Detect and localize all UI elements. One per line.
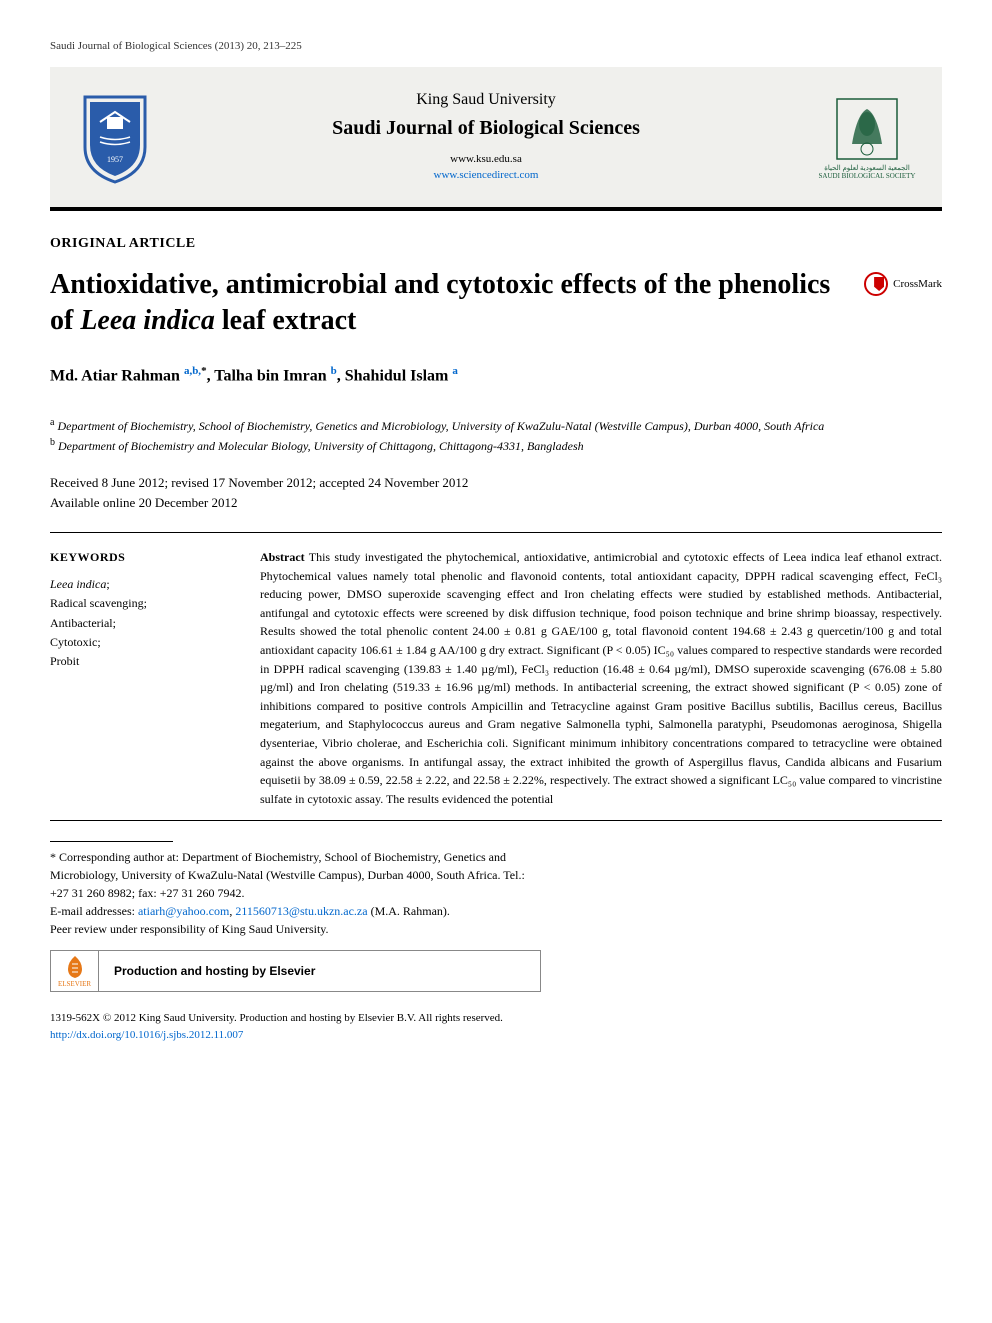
keywords-column: KEYWORDS Leea indica; Radical scavenging… bbox=[50, 548, 230, 808]
corresponding-author: * Corresponding author at: Department of… bbox=[50, 848, 541, 902]
society-logo: الجمعية السعودية لعلوم الحياة SAUDI BIOL… bbox=[812, 82, 922, 192]
keyword-2: Radical scavenging; bbox=[50, 596, 147, 610]
footnote-block: * Corresponding author at: Department of… bbox=[50, 833, 541, 938]
crossmark-badge[interactable]: CrossMark bbox=[864, 272, 942, 296]
aff-b-text: Department of Biochemistry and Molecular… bbox=[55, 439, 584, 453]
article-title: Antioxidative, antimicrobial and cytotox… bbox=[50, 267, 834, 340]
svg-text:1957: 1957 bbox=[107, 155, 123, 164]
affiliations: a Department of Biochemistry, School of … bbox=[50, 415, 942, 455]
abstract-label: Abstract bbox=[260, 550, 305, 564]
authors-line: Md. Atiar Rahman a,b,*, Talha bin Imran … bbox=[50, 365, 942, 385]
abstract-block: KEYWORDS Leea indica; Radical scavenging… bbox=[50, 533, 942, 820]
keyword-1-em: Leea indica bbox=[50, 577, 106, 591]
footnote-divider bbox=[50, 841, 173, 842]
university-shield-logo: 1957 bbox=[70, 82, 160, 192]
doi-link[interactable]: http://dx.doi.org/10.1016/j.sjbs.2012.11… bbox=[50, 1029, 243, 1041]
ksu-link: www.ksu.edu.sa bbox=[450, 153, 522, 165]
divider-bottom bbox=[50, 820, 942, 821]
available-online: Available online 20 December 2012 bbox=[50, 495, 237, 510]
email-1[interactable]: atiarh@yahoo.com bbox=[138, 904, 229, 918]
sciencedirect-link[interactable]: www.sciencedirect.com bbox=[434, 169, 539, 181]
crossmark-label: CrossMark bbox=[893, 278, 942, 290]
society-name-english: SAUDI BIOLOGICAL SOCIETY bbox=[819, 172, 916, 180]
abstract-body: This study investigated the phytochemica… bbox=[260, 550, 942, 806]
keyword-5: Probit bbox=[50, 654, 79, 668]
email-label: E-mail addresses: bbox=[50, 904, 138, 918]
email-post: (M.A. Rahman). bbox=[368, 904, 450, 918]
society-name-arabic: الجمعية السعودية لعلوم الحياة bbox=[824, 164, 910, 172]
email-line: E-mail addresses: atiarh@yahoo.com, 2115… bbox=[50, 902, 541, 920]
received-revised-accepted: Received 8 June 2012; revised 17 Novembe… bbox=[50, 475, 468, 490]
copyright-block: 1319-562X © 2012 King Saud University. P… bbox=[50, 1010, 942, 1043]
peer-review-note: Peer review under responsibility of King… bbox=[50, 920, 541, 938]
author-1-name: Md. Atiar Rahman bbox=[50, 367, 184, 384]
keywords-heading: KEYWORDS bbox=[50, 548, 230, 567]
elsevier-logo-text: ELSEVIER bbox=[58, 980, 91, 988]
email-2[interactable]: 211560713@stu.ukzn.ac.za bbox=[235, 904, 367, 918]
author-sep-2: , bbox=[337, 367, 345, 384]
keyword-4: Cytotoxic; bbox=[50, 635, 101, 649]
author-1-aff-link[interactable]: a,b, bbox=[184, 365, 201, 377]
crossmark-icon bbox=[864, 272, 888, 296]
author-2-name: Talha bin Imran bbox=[214, 367, 330, 384]
abstract-column: Abstract This study investigated the phy… bbox=[260, 548, 942, 808]
journal-banner: 1957 King Saud University Saudi Journal … bbox=[50, 67, 942, 211]
university-name: King Saud University bbox=[180, 91, 792, 109]
banner-links: www.ksu.edu.sa www.sciencedirect.com bbox=[180, 152, 792, 183]
author-3-aff-link[interactable]: a bbox=[452, 365, 458, 377]
keyword-3: Antibacterial; bbox=[50, 616, 116, 630]
running-head: Saudi Journal of Biological Sciences (20… bbox=[50, 40, 942, 52]
elsevier-logo: ELSEVIER bbox=[51, 951, 99, 991]
aff-a-text: Department of Biochemistry, School of Bi… bbox=[54, 419, 824, 433]
keyword-1-post: ; bbox=[106, 577, 109, 591]
article-type: ORIGINAL ARTICLE bbox=[50, 236, 942, 252]
title-text-post: leaf extract bbox=[215, 305, 356, 336]
author-3-name: Shahidul Islam bbox=[345, 367, 453, 384]
elsevier-box: ELSEVIER Production and hosting by Elsev… bbox=[50, 950, 541, 992]
banner-center: King Saud University Saudi Journal of Bi… bbox=[180, 91, 792, 183]
journal-name: Saudi Journal of Biological Sciences bbox=[180, 117, 792, 140]
copyright-line: 1319-562X © 2012 King Saud University. P… bbox=[50, 1012, 503, 1024]
elsevier-hosting-text: Production and hosting by Elsevier bbox=[99, 964, 540, 978]
article-dates: Received 8 June 2012; revised 17 Novembe… bbox=[50, 473, 942, 512]
title-species-name: Leea indica bbox=[80, 305, 215, 336]
